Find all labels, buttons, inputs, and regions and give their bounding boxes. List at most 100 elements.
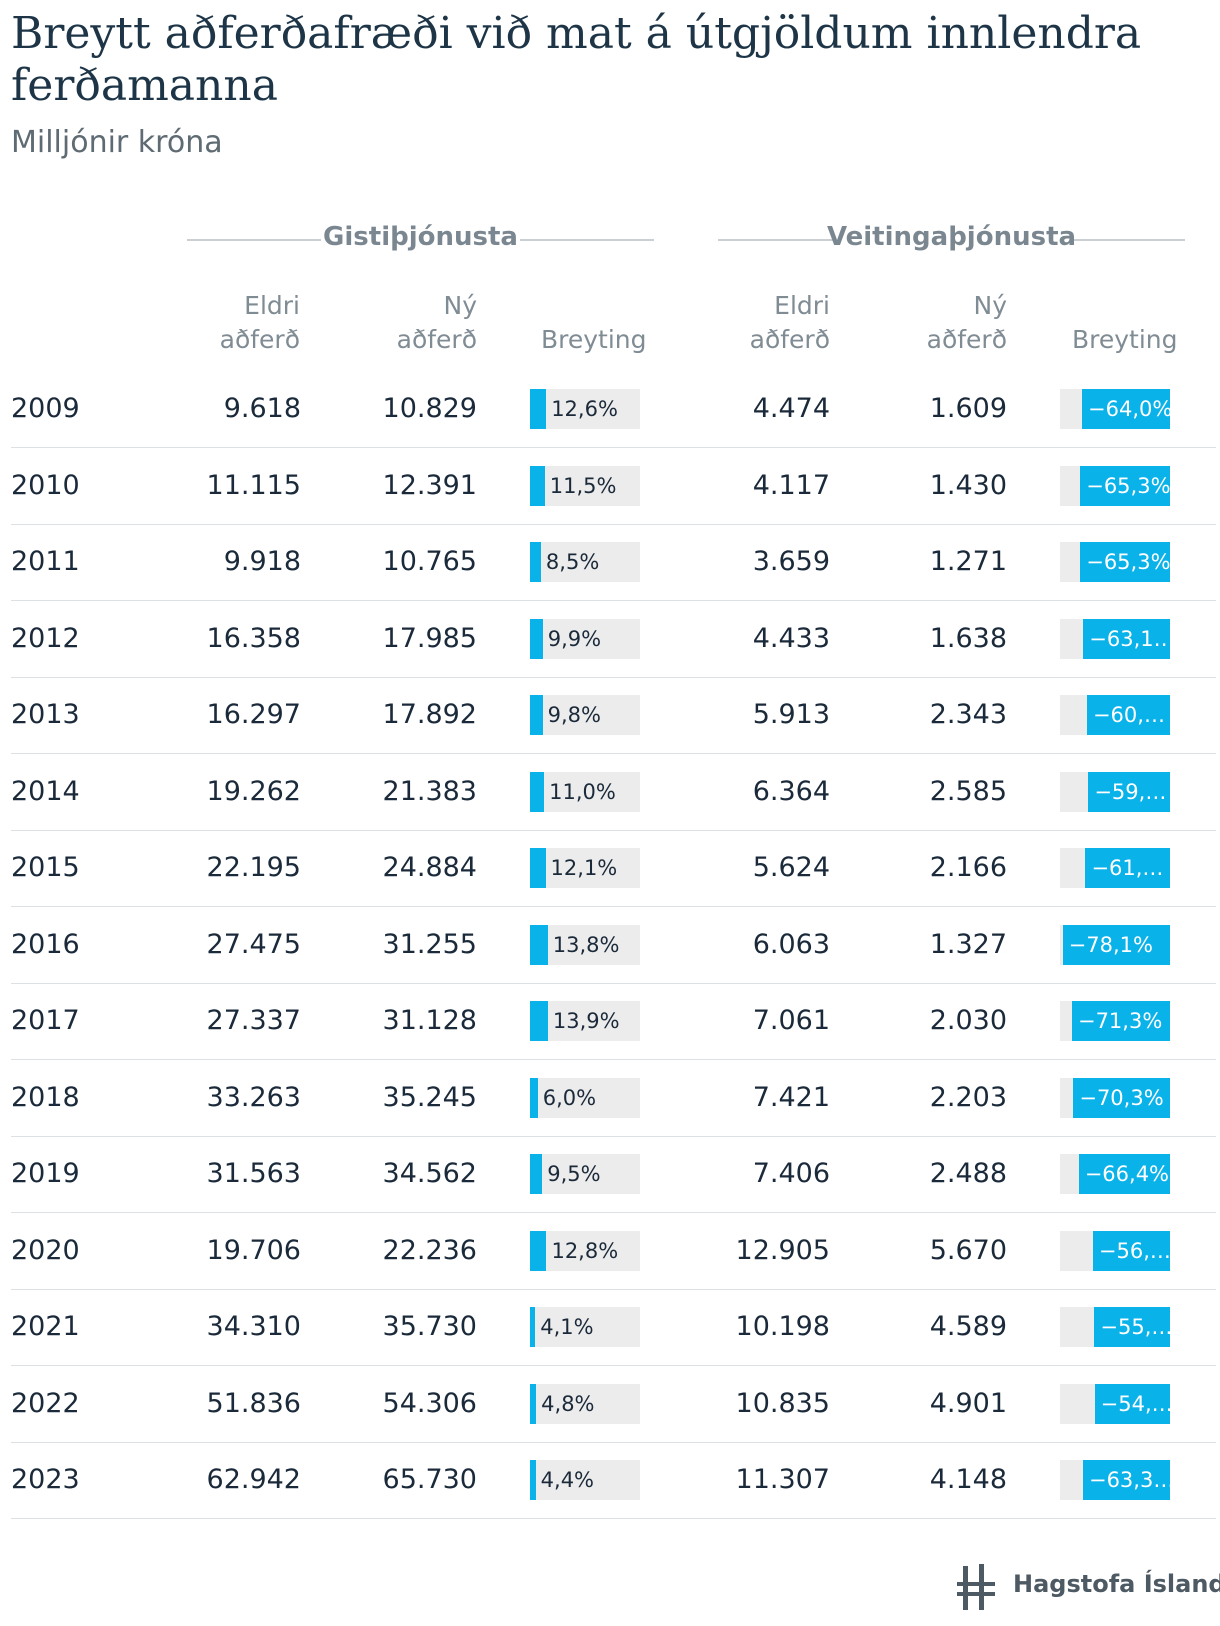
g-breyting-bar-fill [530,848,546,888]
cell-g-ny: 31.255 [382,929,477,960]
table-row: 2020 19.706 22.236 12.905 5.670 12,8% −56,… [11,1213,1216,1290]
cell-g-ny: 54.306 [382,1388,477,1419]
cell-g-ny: 35.730 [382,1311,477,1342]
cell-v-eldri: 4.117 [752,470,830,501]
cell-g-eldri: 27.475 [206,929,301,960]
cell-g-ny: 24.884 [382,852,477,883]
col-header-v-eldri: Eldri aðferð [690,289,830,357]
v-breyting-label: −70,3% [1079,1086,1164,1110]
g-breyting-label: 4,1% [540,1315,594,1339]
g-breyting-bar: 13,8% [530,925,640,965]
g-breyting-bar: 13,9% [530,1001,640,1041]
v-breyting-label: −63,1… [1089,627,1175,651]
table-row: 2022 51.836 54.306 10.835 4.901 4,8% −54,… [11,1366,1216,1443]
g-breyting-bar-fill [530,1001,548,1041]
cell-g-eldri: 16.358 [206,623,301,654]
cell-g-ny: 31.128 [382,1005,477,1036]
v-breyting-bar: −63,1… [1060,619,1175,659]
table-row: 2010 11.115 12.391 4.117 1.430 11,5% −65,3% [11,448,1216,525]
v-breyting-label: −63,3… [1088,1468,1175,1492]
page-title: Breytt aðferðafræði við mat á útgjöldum … [11,8,1142,111]
v-breyting-bar-fill: −78,1% [1062,925,1170,965]
cell-year: 2022 [11,1388,80,1419]
g-breyting-label: 13,9% [552,1009,620,1033]
v-breyting-label: −71,3% [1077,1009,1163,1033]
group-rule-left [718,239,833,241]
table-row: 2016 27.475 31.255 6.063 1.327 13,8% −78,1% [11,907,1216,984]
g-breyting-bar: 9,9% [530,619,640,659]
table-row: 2013 16.297 17.892 5.913 2.343 9,8% −60,… [11,677,1216,754]
g-breyting-label: 4,8% [541,1392,595,1416]
cell-year: 2023 [11,1464,80,1495]
col-header-line: aðferð [396,325,477,354]
cell-g-ny: 17.985 [382,623,477,654]
g-breyting-label: 11,0% [549,780,616,804]
cell-year: 2021 [11,1311,80,1342]
col-header-v-ny: Ný aðferð [867,289,1007,357]
g-breyting-label: 4,4% [540,1468,595,1492]
cell-g-ny: 21.383 [382,776,477,807]
cell-g-eldri: 22.195 [206,852,301,883]
v-breyting-bar: −66,4% [1060,1154,1170,1194]
cell-v-ny: 4.901 [929,1388,1007,1419]
g-breyting-bar-fill [530,1154,543,1194]
group-header-veitingathjonusta: Veitingaþjónusta [718,220,1185,260]
cell-v-eldri: 10.198 [735,1311,830,1342]
v-breyting-bar: −63,3… [1060,1460,1174,1500]
cell-year: 2011 [11,546,80,577]
v-breyting-bar-fill: −61,… [1085,848,1170,888]
cell-g-eldri: 9.618 [223,393,301,424]
v-breyting-bar: −60,… [1060,695,1170,735]
g-breyting-label: 6,0% [542,1086,597,1110]
col-header-g-eldri: Eldri aðferð [160,289,300,357]
cell-g-eldri: 27.337 [206,1005,301,1036]
g-breyting-label: 8,5% [545,550,600,574]
cell-v-eldri: 7.406 [752,1158,830,1189]
cell-v-ny: 1.430 [929,470,1007,501]
group-rule-left [187,239,321,241]
g-breyting-bar-fill [530,1384,537,1424]
cell-v-ny: 2.166 [929,852,1007,883]
cell-v-eldri: 7.421 [752,1082,830,1113]
group-rule-right [1070,239,1185,241]
cell-v-ny: 2.585 [929,776,1007,807]
cell-g-eldri: 34.310 [206,1311,301,1342]
cell-year: 2017 [11,1005,80,1036]
table-row: 2011 9.918 10.765 3.659 1.271 8,5% −65,3% [11,524,1216,601]
cell-year: 2013 [11,699,80,730]
cell-v-eldri: 6.364 [752,776,830,807]
col-header-line: aðferð [749,325,830,354]
col-header-line: Ný [973,291,1008,320]
cell-g-eldri: 16.297 [206,699,301,730]
cell-year: 2019 [11,1158,80,1189]
col-header-line: Eldri [244,291,300,320]
g-breyting-bar-fill [530,619,543,659]
g-breyting-bar: 9,5% [530,1154,640,1194]
g-breyting-bar: 4,4% [530,1460,640,1500]
v-breyting-label: −59,… [1094,780,1167,804]
v-breyting-bar-fill: −59,… [1088,772,1170,812]
g-breyting-label: 9,5% [547,1162,601,1186]
g-breyting-bar-fill [530,1078,538,1118]
g-breyting-bar: 6,0% [530,1078,640,1118]
cell-g-ny: 22.236 [382,1235,477,1266]
g-breyting-bar-fill [530,466,545,506]
g-breyting-bar: 12,6% [530,389,640,429]
g-breyting-bar-fill [530,389,547,429]
cell-v-ny: 1.609 [929,393,1007,424]
col-header-line: aðferð [926,325,1007,354]
g-breyting-bar: 12,1% [530,848,640,888]
table-row: 2015 22.195 24.884 5.624 2.166 12,1% −61,… [11,830,1216,907]
cell-v-ny: 4.589 [929,1311,1007,1342]
g-breyting-bar: 11,0% [530,772,640,812]
col-header-line: Ný [443,291,478,320]
v-breyting-bar: −65,3% [1060,466,1171,506]
v-breyting-bar: −54,… [1060,1384,1173,1424]
cell-g-ny: 65.730 [382,1464,477,1495]
cell-v-eldri: 6.063 [752,929,830,960]
g-breyting-bar: 4,8% [530,1384,640,1424]
v-breyting-label: −66,4% [1084,1162,1170,1186]
cell-g-eldri: 62.942 [206,1464,301,1495]
g-breyting-label: 12,8% [551,1239,619,1263]
v-breyting-label: −56,… [1098,1239,1171,1263]
